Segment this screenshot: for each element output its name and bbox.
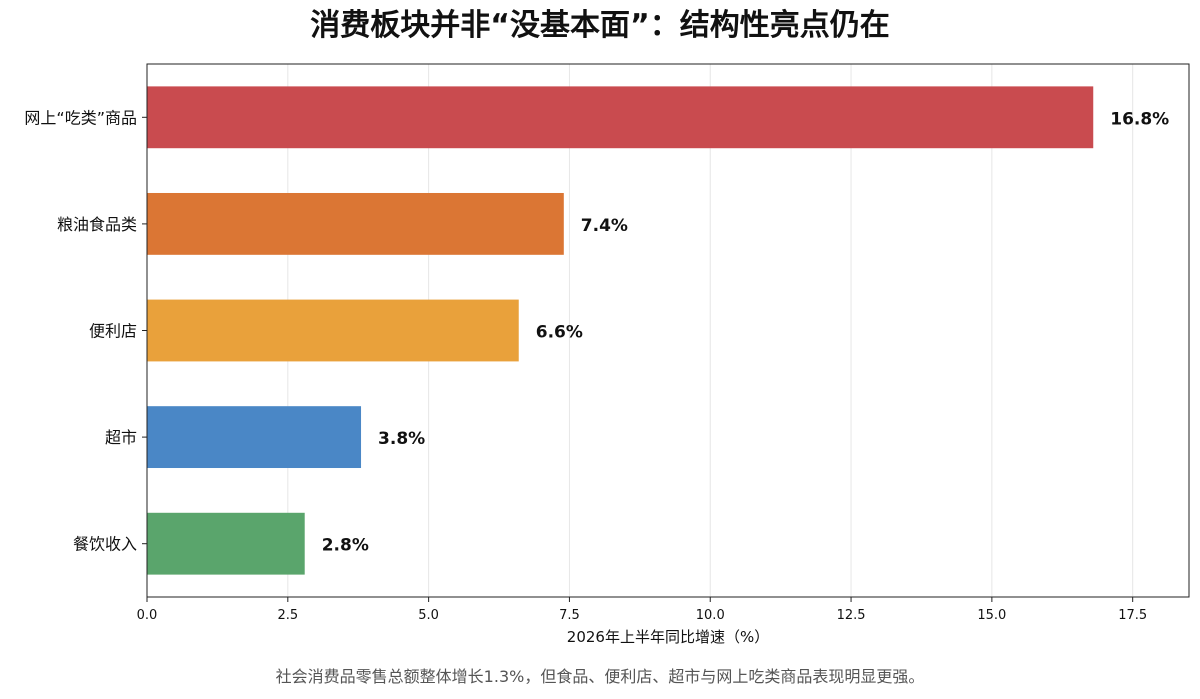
bar — [147, 512, 305, 575]
x-axis-ticks: 0.0 2.5 5.0 7.5 10.0 12.5 15.0 17.5 — [137, 597, 1147, 623]
value-label: 3.8% — [378, 429, 425, 449]
category-label: 餐饮收入 — [73, 535, 137, 554]
x-tick-label: 15.0 — [977, 608, 1006, 623]
bar — [147, 86, 1094, 149]
category-label: 网上“吃类”商品 — [24, 108, 137, 127]
chart-footnote: 社会消费品零售总额整体增长1.3%，但食品、便利店、超市与网上吃类商品表现明显更… — [275, 667, 925, 686]
value-label: 16.8% — [1110, 109, 1169, 129]
category-label: 便利店 — [89, 322, 137, 341]
category-label: 粮油食品类 — [57, 215, 137, 234]
x-tick-label: 17.5 — [1118, 608, 1147, 623]
x-tick-label: 7.5 — [559, 608, 580, 623]
category-label: 超市 — [105, 428, 137, 447]
bar — [147, 192, 564, 255]
x-tick-label: 0.0 — [137, 608, 158, 623]
x-tick-label: 12.5 — [837, 608, 866, 623]
value-labels: 16.8% 7.4% 6.6% 3.8% 2.8% — [322, 109, 1170, 555]
x-tick-label: 2.5 — [277, 608, 298, 623]
value-label: 6.6% — [536, 323, 583, 343]
value-label: 2.8% — [322, 536, 369, 556]
bars — [147, 86, 1094, 575]
bar — [147, 406, 362, 469]
x-axis-title: 2026年上半年同比增速（%） — [567, 628, 769, 646]
x-tick-label: 10.0 — [696, 608, 725, 623]
bar — [147, 299, 519, 362]
chart-title: 消费板块并非“没基本面”：结构性亮点仍在 — [310, 8, 890, 43]
value-label: 7.4% — [581, 216, 628, 236]
x-tick-label: 5.0 — [418, 608, 439, 623]
